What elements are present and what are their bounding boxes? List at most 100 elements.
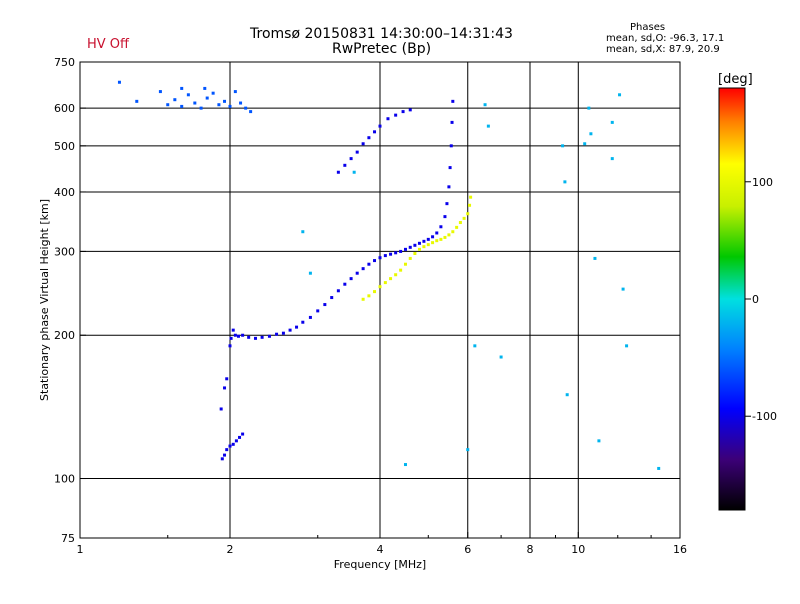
data-point: [373, 259, 377, 263]
data-point: [231, 328, 235, 332]
data-point: [253, 336, 257, 340]
data-point: [241, 333, 245, 337]
data-point: [408, 245, 412, 249]
data-point: [466, 448, 470, 452]
data-point: [499, 355, 503, 359]
phases-o-mode-stats: mean, sd,O: -96.3, 17.1: [606, 33, 725, 44]
data-point: [186, 93, 190, 97]
data-point: [316, 309, 320, 313]
data-point: [435, 239, 439, 243]
data-point: [241, 432, 245, 436]
data-point: [236, 334, 240, 338]
data-point: [451, 99, 455, 103]
data-point: [275, 332, 279, 336]
data-point: [468, 203, 472, 207]
data-point: [563, 180, 567, 184]
data-point: [228, 344, 232, 348]
y-tick-label: 100: [54, 473, 75, 486]
data-point: [233, 90, 237, 94]
data-point: [352, 170, 356, 174]
data-point: [394, 251, 398, 255]
data-point: [355, 150, 359, 154]
chart-title: Tromsø 20150831 14:30:00–14:31:43: [250, 26, 513, 42]
data-point: [158, 90, 162, 94]
data-point: [422, 245, 426, 249]
data-point: [343, 282, 347, 286]
data-point: [625, 344, 629, 348]
data-point: [373, 290, 377, 294]
x-tick-label: 4: [377, 543, 384, 556]
data-point: [657, 466, 661, 470]
x-axis-label: Frequency [MHz]: [334, 558, 426, 571]
data-point: [455, 225, 459, 229]
data-point: [117, 80, 121, 84]
y-tick-label: 75: [61, 532, 75, 545]
data-point: [403, 247, 407, 251]
data-point: [223, 453, 227, 457]
data-point: [336, 170, 340, 174]
data-point: [228, 444, 232, 448]
data-point: [435, 231, 439, 235]
data-point: [473, 344, 477, 348]
data-point: [448, 166, 452, 170]
data-point: [295, 325, 299, 329]
data-point: [403, 463, 407, 467]
data-point: [330, 296, 334, 300]
data-point: [394, 273, 398, 277]
data-point: [308, 271, 312, 275]
data-point: [373, 130, 377, 134]
chart-subtitle: RwPretec (Bp): [332, 41, 432, 57]
data-point: [443, 215, 447, 219]
data-point: [483, 103, 487, 107]
data-point: [458, 221, 462, 225]
x-tick-label: 1: [77, 543, 84, 556]
data-point: [439, 225, 443, 229]
hv-status-label: HV Off: [87, 37, 129, 52]
data-point: [367, 262, 371, 266]
y-tick-label: 750: [54, 56, 75, 69]
data-point: [561, 144, 565, 148]
data-point: [610, 157, 614, 161]
data-point: [383, 281, 387, 285]
x-tick-label: 8: [527, 543, 534, 556]
colorbar: [718, 87, 746, 511]
data-point: [349, 157, 353, 161]
data-point: [239, 101, 243, 105]
data-point: [219, 407, 223, 411]
data-point: [288, 328, 292, 332]
data-point: [597, 439, 601, 443]
data-point: [449, 144, 453, 148]
data-point: [431, 235, 435, 239]
data-point: [589, 132, 593, 136]
data-point: [417, 241, 421, 245]
data-point: [389, 252, 393, 256]
data-point: [180, 104, 184, 108]
data-point: [223, 386, 227, 390]
y-tick-label: 200: [54, 329, 75, 342]
data-point: [422, 239, 426, 243]
data-point: [408, 256, 412, 260]
colorbar-tick-label: 100: [752, 176, 773, 189]
data-point: [308, 315, 312, 319]
data-point: [225, 377, 229, 381]
data-point: [233, 333, 237, 337]
data-point: [301, 230, 305, 234]
data-point: [447, 185, 451, 189]
data-point: [587, 106, 591, 110]
data-point: [173, 98, 177, 102]
y-tick-label: 600: [54, 102, 75, 115]
colorbar-tick-label: 0: [752, 293, 759, 306]
data-point: [621, 287, 625, 291]
data-point: [378, 124, 382, 128]
data-point: [193, 101, 197, 105]
data-point: [450, 120, 454, 124]
data-point: [361, 297, 365, 301]
data-point: [217, 103, 221, 107]
data-point: [367, 294, 371, 298]
y-tick-label: 300: [54, 245, 75, 258]
data-point: [367, 136, 371, 140]
data-point: [301, 320, 305, 324]
data-point: [199, 106, 203, 110]
data-point: [223, 99, 227, 103]
